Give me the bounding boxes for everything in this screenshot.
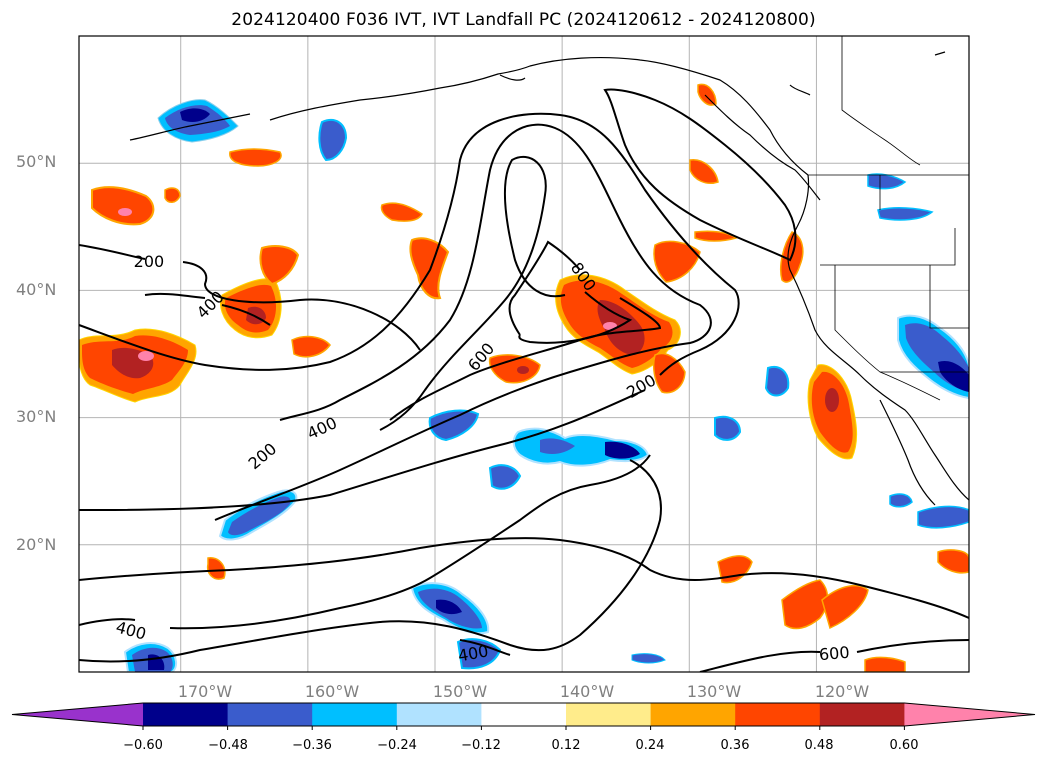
positive-anomaly-southeast	[717, 549, 969, 672]
colorbar-tick-label: −0.36	[292, 738, 332, 753]
coastlines	[129, 51, 969, 506]
colorbar-tick-label: 0.60	[889, 738, 919, 753]
contour-label: 600	[818, 643, 850, 665]
ivt-contour-800	[508, 240, 633, 344]
positive-anomaly-east-pacific	[206, 83, 858, 580]
colorbar-segment	[227, 703, 313, 726]
lon-label-160w: 160°W	[304, 682, 360, 701]
colorbar-tick-label: −0.48	[208, 738, 248, 753]
colorbar-extend-low	[12, 703, 143, 726]
colorbar-segment	[819, 703, 905, 726]
lon-label-170w: 170°W	[177, 682, 233, 701]
contour-label: 200	[134, 252, 165, 271]
ivt-contour-200-west	[79, 244, 421, 351]
colorbar-segment	[312, 703, 398, 726]
borders	[808, 36, 969, 401]
positive-anomaly-175w-47n	[91, 186, 181, 226]
colorbar-segment	[396, 703, 482, 726]
colorbar-extend-high	[904, 703, 1035, 726]
negative-anomaly-coast	[867, 173, 969, 400]
colorbar-tick-label: 0.24	[635, 738, 665, 753]
positive-anomaly-main-140w-37n	[488, 274, 686, 394]
ivt-contour-400-west	[144, 292, 271, 326]
colorbar-tick-label: −0.60	[123, 738, 163, 753]
lon-label-140w: 140°W	[559, 682, 615, 701]
lat-label-20n: 20°N	[16, 535, 57, 554]
ivt-contour-600-south	[79, 537, 969, 619]
colorbar-tick-label: −0.12	[461, 738, 501, 753]
lat-label-30n: 30°N	[16, 407, 57, 426]
colorbar-segment	[143, 703, 229, 726]
ivt-contour-200-east	[79, 112, 740, 511]
colorbar-tick-label: 0.36	[720, 738, 750, 753]
lat-label-40n: 40°N	[16, 280, 57, 299]
negative-anomaly-north	[157, 99, 348, 162]
map-frame	[78, 35, 970, 673]
positive-anomaly-large-west	[79, 328, 197, 403]
ivt-contour-south	[79, 454, 651, 630]
ivt-contour-north-loop	[603, 88, 797, 262]
ivt-contour-400-inner	[214, 123, 712, 521]
colorbar-tick-label: 0.48	[804, 738, 834, 753]
negative-anomaly-south	[123, 489, 969, 672]
map-title: 2024120400 F036 IVT, IVT Landfall PC (20…	[231, 10, 816, 30]
negative-anomaly-central	[428, 366, 790, 490]
colorbar-segment	[481, 703, 567, 726]
colorbar-segment	[650, 703, 736, 726]
lon-label-130w: 130°W	[686, 682, 742, 701]
map-frame-background	[79, 36, 969, 672]
ivt-contours	[79, 88, 969, 672]
lat-label-50n: 50°N	[16, 152, 57, 171]
ivt-contour-400-main	[79, 459, 662, 663]
colorbar-tick-label: −0.24	[377, 738, 417, 753]
ivt-contour-east-600	[699, 639, 969, 672]
pc-shading	[79, 83, 969, 672]
lon-label-150w: 150°W	[432, 682, 488, 701]
colorbar	[11, 702, 1036, 730]
colorbar-tick-label: 0.12	[551, 738, 581, 753]
colorbar-segment	[566, 703, 652, 726]
lon-label-120w: 120°W	[814, 682, 870, 701]
colorbar-segment	[735, 703, 821, 726]
